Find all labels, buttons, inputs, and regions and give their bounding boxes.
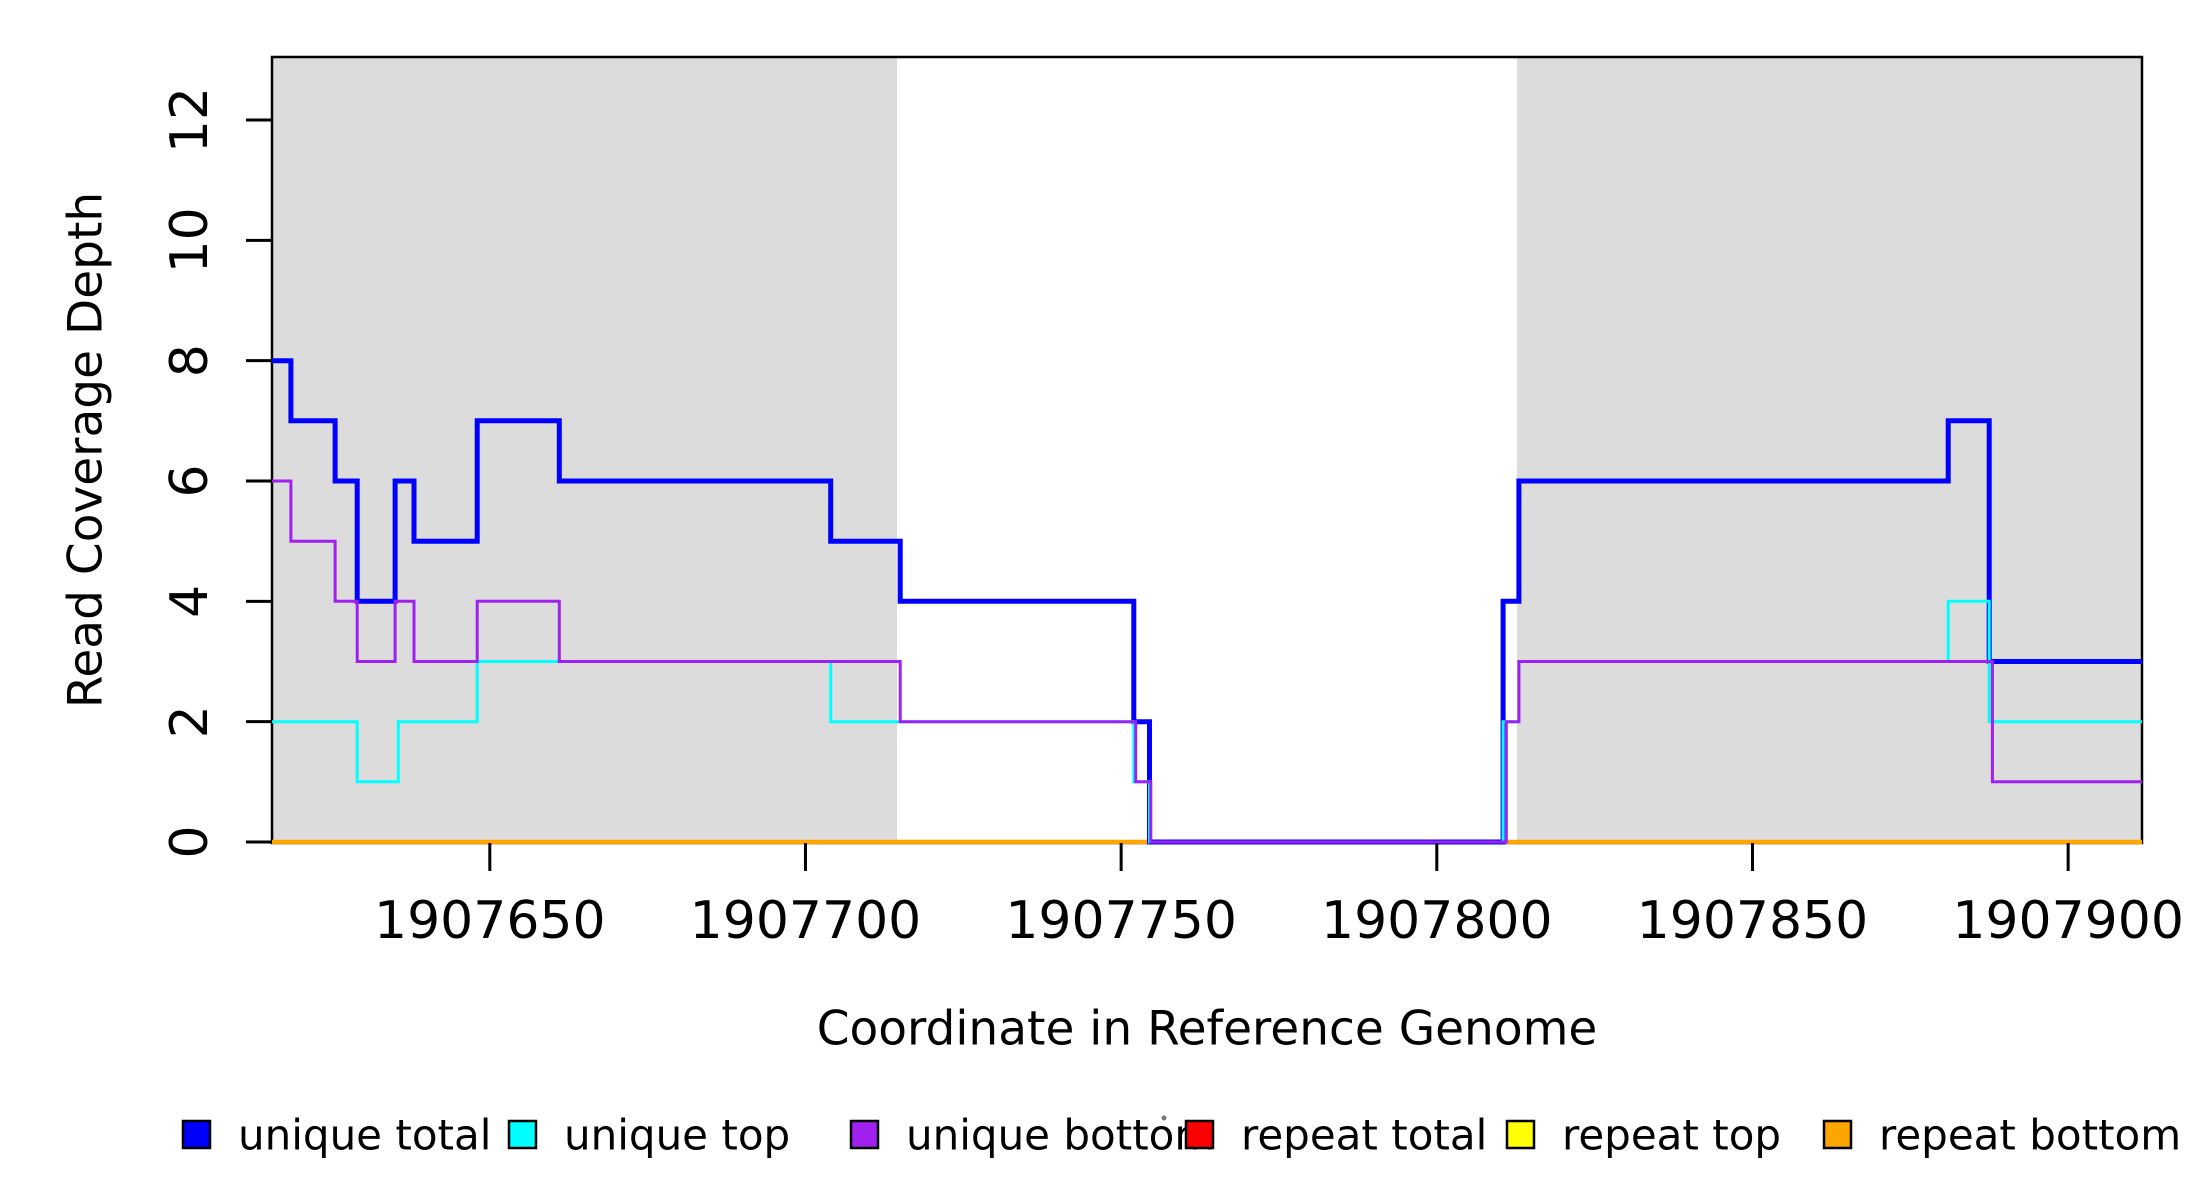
- y-tick-label: 12: [160, 87, 220, 153]
- y-axis-title: Read Coverage Depth: [59, 192, 114, 708]
- legend-swatch-repeat-top: [1505, 1119, 1536, 1150]
- legend-swatch-unique-total: [181, 1119, 212, 1150]
- series-layer: [272, 358, 2142, 845]
- legend-swatch-repeat-bottom: [1822, 1119, 1853, 1150]
- y-tick-label: 0: [160, 825, 220, 858]
- shaded-region: [272, 58, 898, 843]
- series-line-unique-bottom: [272, 479, 2142, 844]
- legend-item-repeat-bottom: repeat bottom: [1822, 1111, 2181, 1160]
- legend-swatch-repeat-total: [1184, 1119, 1215, 1150]
- legend-swatch-unique-bottom: [849, 1119, 880, 1150]
- legend-swatch-unique-top: [507, 1119, 538, 1150]
- legend-item-repeat-top: repeat top: [1505, 1111, 1781, 1160]
- shaded-region: [1516, 58, 2142, 843]
- x-tick-label: 1907850: [1637, 891, 1869, 951]
- legend-label: repeat top: [1562, 1111, 1781, 1160]
- y-tick-label: 2: [160, 705, 220, 738]
- legend-label: repeat total: [1241, 1111, 1487, 1160]
- y-tick-label: 8: [160, 344, 220, 377]
- legend-label: unique total: [238, 1111, 491, 1160]
- legend-layer: unique total unique top unique bottom repea…: [181, 1111, 2181, 1160]
- x-tick-label: 1907900: [1952, 891, 2184, 951]
- x-tick-label: 1907700: [690, 891, 922, 951]
- legend-item-unique-total: unique total: [181, 1111, 491, 1160]
- y-tick-label: 6: [160, 464, 220, 497]
- legend-item-unique-top: unique top: [507, 1111, 790, 1160]
- legend-item-repeat-total: repeat total: [1184, 1111, 1487, 1160]
- legend-label: unique bottom: [906, 1111, 1215, 1160]
- shaded-regions-layer: [272, 58, 2142, 843]
- legend-label: unique top: [564, 1111, 790, 1160]
- legend-artifact-dot: [1161, 1115, 1167, 1121]
- x-tick-label: 1907750: [1005, 891, 1237, 951]
- x-tick-label: 1907650: [374, 891, 606, 951]
- x-tick-label: 1907800: [1321, 891, 1553, 951]
- y-tick-label: 4: [160, 585, 220, 618]
- legend-item-unique-bottom: unique bottom: [849, 1111, 1215, 1160]
- x-axis-title: Coordinate in Reference Genome: [817, 1002, 1598, 1057]
- y-tick-label: 10: [160, 207, 220, 273]
- axes-layer: 0 2 4 6 8 10 12 1907650 1907700 1907750 1907800 190…: [160, 87, 2184, 951]
- series-line-unique-total: [272, 358, 2142, 845]
- legend-label: repeat bottom: [1879, 1111, 2181, 1160]
